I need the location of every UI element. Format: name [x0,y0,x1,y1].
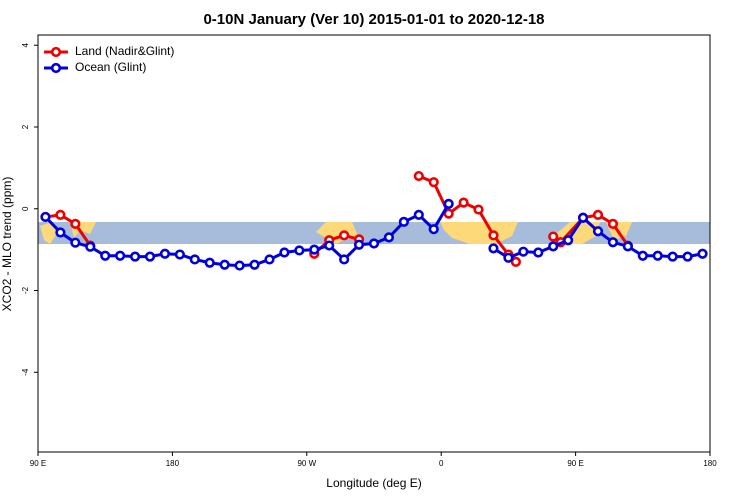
legend-marker [50,46,62,58]
data-point [279,247,290,258]
data-point [488,230,499,241]
data-point [428,224,439,235]
data-point [189,254,200,265]
data-point [129,251,141,262]
data-point [622,241,633,252]
data-point [413,209,424,220]
series-line [45,174,630,263]
data-point [55,209,66,220]
data-point [174,249,185,260]
data-point [577,212,589,223]
data-point [40,211,51,223]
map-ocean [38,222,710,244]
y-axis-label: XCO2 - MLO trend (ppm) [0,177,14,312]
y-tick-label: -2 [21,286,30,294]
data-point [637,250,648,261]
data-point [368,238,380,249]
data-point [428,177,439,188]
data-point [592,209,604,220]
plot-frame [37,34,711,453]
data-point [55,227,66,238]
data-point [353,239,365,250]
data-point [548,231,559,242]
x-tick-label: 90 E [30,459,46,468]
legend-label: Land (Nadir&Glint) [75,44,174,58]
y-tick-label: 4 [21,42,30,47]
y-tick-label: -4 [21,368,30,376]
data-point [607,237,619,248]
x-tick-label: 180 [703,459,717,468]
x-tick-label: 180 [166,459,180,468]
x-tick-label: 0 [439,459,444,468]
data-point [324,240,335,251]
y-tick-label: 0 [21,206,30,211]
data-point [309,244,320,255]
x-axis-label: Longitude (deg E) [326,476,421,490]
data-point [70,237,81,248]
legend-label: Ocean (Glint) [75,60,146,74]
data-point [294,245,305,256]
data-point [264,254,275,265]
data-point [473,204,484,215]
data-point [144,251,156,262]
data-point [159,248,171,259]
data-point [667,251,678,262]
chart-title: 0-10N January (Ver 10) 2015-01-01 to 202… [203,11,544,28]
data-point [443,198,454,209]
data-point [488,243,499,254]
data-point [548,241,559,252]
data-point [413,170,424,182]
data-point [563,235,574,246]
data-point [70,218,81,229]
data-point [652,250,663,261]
data-point [607,218,619,229]
data-point [518,246,529,257]
data-point [339,230,350,241]
data-point [592,226,604,237]
data-point [510,256,521,267]
x-tick-label: 90 W [297,459,316,468]
data-point [682,251,693,262]
data-point [85,241,96,252]
data-point [533,247,544,258]
data-point [383,232,395,243]
data-point [249,259,260,270]
data-point [204,257,215,268]
data-point [398,216,409,227]
data-point [115,250,126,261]
data-point [458,197,469,208]
data-point [339,254,350,265]
data-point [697,248,708,259]
x-tick-label: 90 E [567,459,583,468]
data-point [234,260,245,271]
data-point [219,259,230,270]
data-point [443,208,454,219]
y-tick-label: 2 [21,124,30,129]
data-point [503,252,514,263]
legend-marker [50,62,62,74]
data-point [100,250,111,261]
